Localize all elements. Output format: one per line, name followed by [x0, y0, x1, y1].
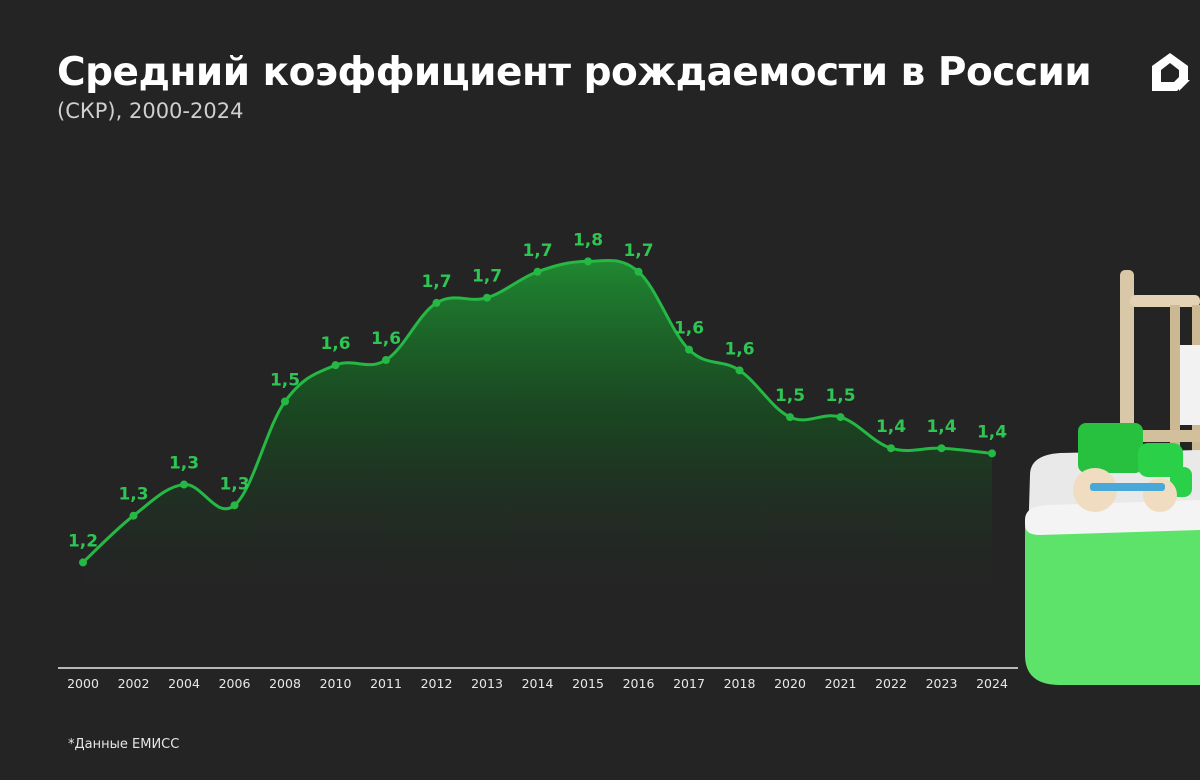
data-label: 1,2 [68, 531, 98, 551]
x-tick-label: 2000 [67, 676, 99, 691]
x-tick-label: 2008 [269, 676, 301, 691]
x-tick-label: 2013 [471, 676, 503, 691]
data-point [735, 366, 744, 375]
data-point [685, 345, 693, 354]
chart-subtitle: (СКР), 2000-2024 [57, 99, 244, 123]
data-point [634, 267, 643, 276]
data-label: 1,4 [876, 417, 906, 437]
data-point [533, 267, 542, 276]
data-label: 1,7 [421, 272, 451, 292]
data-point [432, 298, 441, 307]
data-point [331, 361, 340, 370]
x-tick-label: 2020 [774, 676, 806, 691]
data-label: 1,7 [472, 267, 502, 287]
data-label: 1,7 [522, 241, 552, 261]
data-point [584, 257, 592, 266]
data-point [230, 501, 239, 510]
crib-toy-illustration [1025, 270, 1200, 685]
data-label: 1,3 [219, 474, 249, 494]
data-label: 1,6 [320, 334, 350, 354]
data-label: 1,5 [825, 386, 855, 406]
footnote-source: *Данные ЕМИСС [68, 737, 180, 752]
data-point [786, 413, 794, 422]
data-point [887, 444, 895, 453]
x-tick-label: 2017 [673, 676, 705, 691]
data-point [281, 397, 289, 406]
data-point [382, 355, 390, 364]
data-point [937, 444, 946, 453]
data-label: 1,8 [573, 230, 603, 250]
x-tick-label: 2016 [623, 676, 655, 691]
x-tick-label: 2006 [219, 676, 251, 691]
x-tick-label: 2022 [875, 676, 907, 691]
data-label: 1,6 [724, 339, 754, 359]
data-label: 1,4 [977, 422, 1007, 442]
house-logo-icon [1152, 53, 1190, 91]
area-fill [83, 260, 992, 612]
data-label: 1,3 [169, 454, 199, 474]
data-point [836, 413, 845, 422]
x-tick-label: 2012 [421, 676, 453, 691]
data-point [988, 449, 996, 458]
data-label: 1,6 [371, 329, 401, 349]
data-point [180, 480, 188, 489]
data-label: 1,3 [118, 485, 148, 505]
data-point [129, 511, 138, 520]
data-label: 1,4 [926, 417, 956, 437]
data-label: 1,7 [623, 241, 653, 261]
x-tick-label: 2011 [370, 676, 402, 691]
x-tick-label: 2023 [926, 676, 958, 691]
data-label: 1,5 [775, 386, 805, 406]
x-tick-label: 2014 [522, 676, 554, 691]
x-tick-label: 2021 [825, 676, 857, 691]
x-tick-label: 2010 [320, 676, 352, 691]
x-tick-label: 2004 [168, 676, 200, 691]
chart-title: Средний коэффициент рождаемости в России [57, 50, 1092, 95]
x-tick-label: 2024 [976, 676, 1008, 691]
data-label: 1,6 [674, 319, 704, 339]
x-tick-label: 2018 [724, 676, 756, 691]
data-label: 1,5 [270, 371, 300, 391]
data-point [79, 558, 87, 567]
x-tick-label: 2015 [572, 676, 604, 691]
data-point [483, 293, 491, 302]
x-tick-label: 2002 [118, 676, 150, 691]
